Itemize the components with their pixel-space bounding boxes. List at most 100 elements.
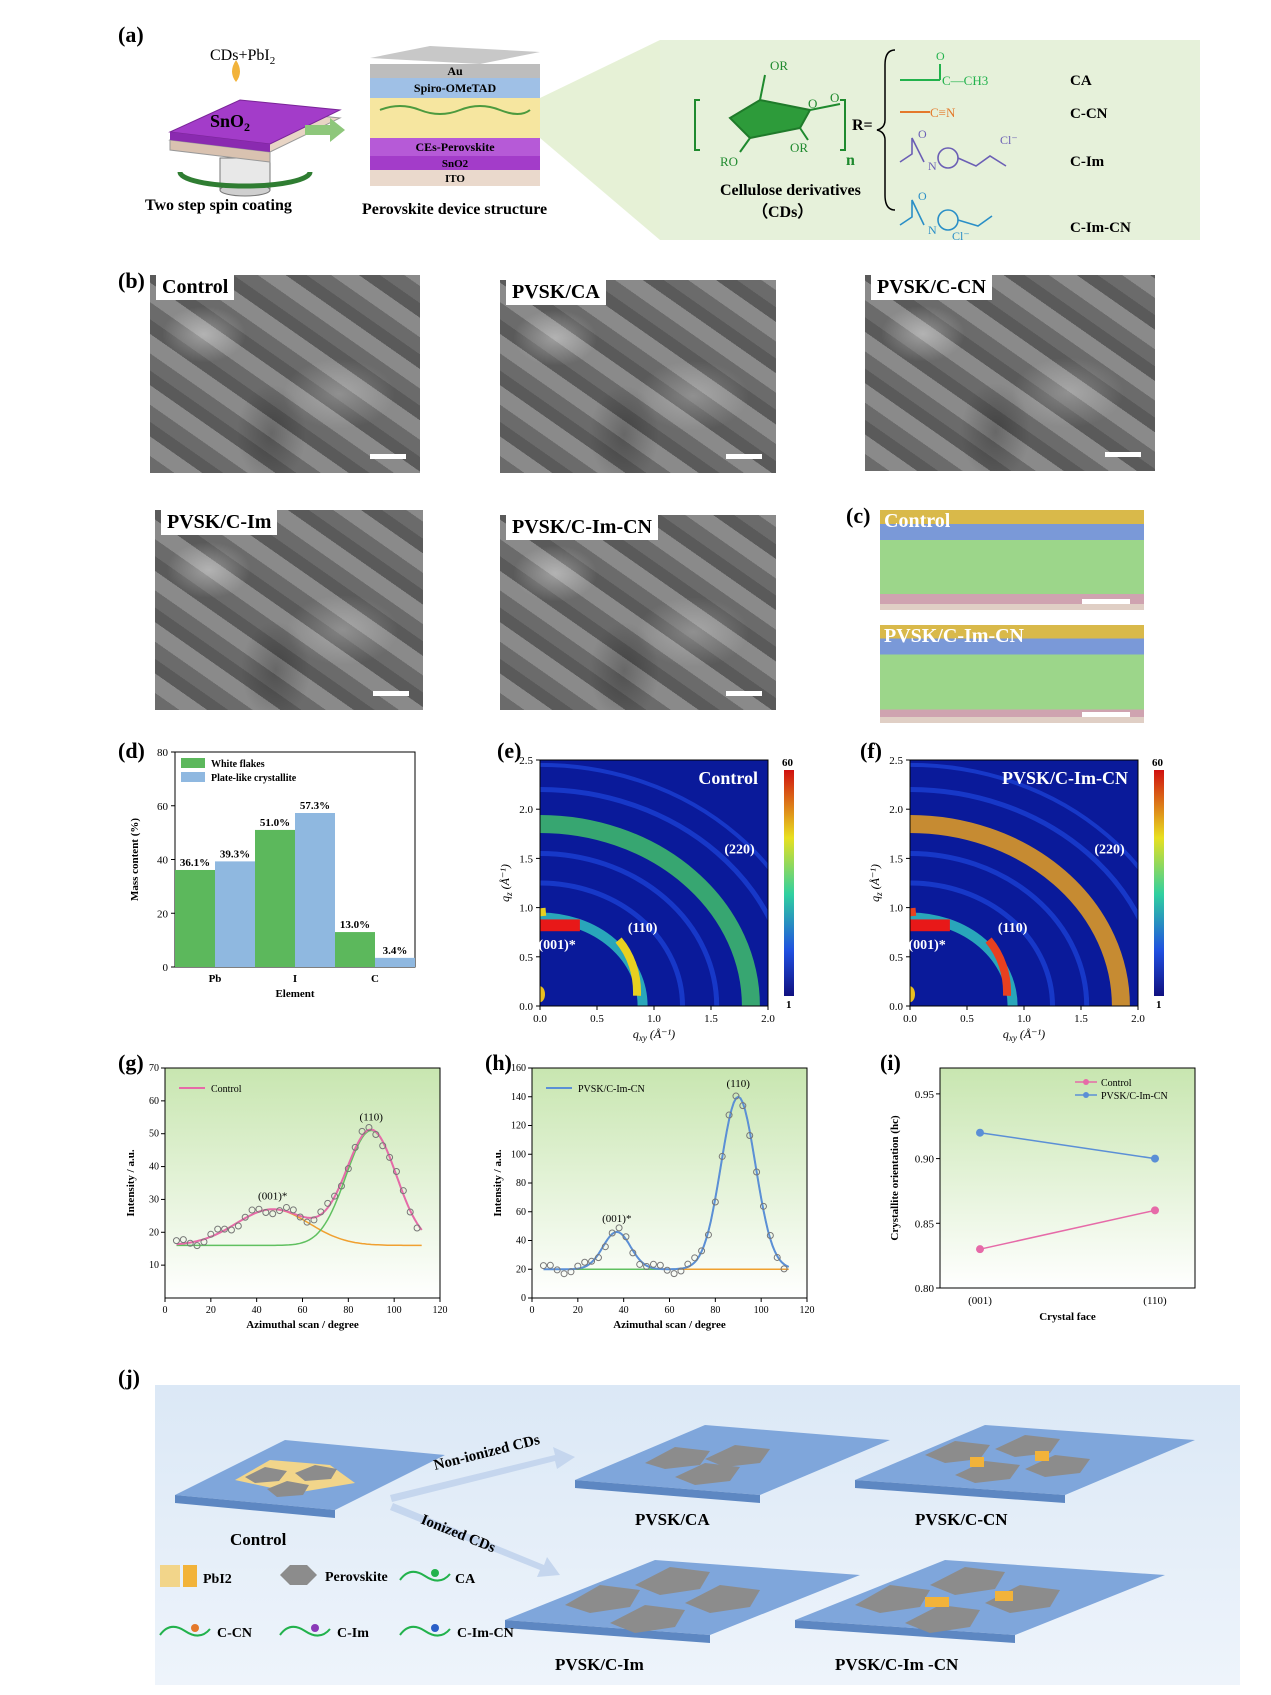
data-point (753, 1168, 761, 1176)
scale-bar (726, 691, 762, 696)
data-point (399, 1187, 407, 1195)
svg-text:Cl⁻: Cl⁻ (952, 229, 970, 243)
green-chain-icon (399, 1570, 451, 1582)
caption-ccn: PVSK/C-CN (915, 1510, 1008, 1529)
peak-label: (110) (727, 1078, 751, 1090)
data-point (365, 1124, 373, 1132)
svg-text:C-Im-CN: C-Im-CN (457, 1626, 514, 1641)
cross-section-cimcn: PVSK/C-Im-CN (880, 625, 1144, 723)
data-point (214, 1225, 222, 1233)
y-tick-label: 60 (149, 1096, 159, 1107)
legend-label: PVSK/C-Im-CN (578, 1084, 645, 1095)
y-axis-label: Mass content (%) (129, 818, 141, 901)
data-point (358, 1127, 366, 1135)
x-tick-label: Pb (209, 973, 222, 985)
giwaxs-cimcn: 0.0 0.5 1.0 1.5 2.0 0.0 0.5 1.0 1.5 2.0 2.5 qxy (Å⁻… (868, 755, 1164, 1043)
data-point (581, 1258, 589, 1266)
y-axis-label: qz (Å⁻¹) (498, 864, 514, 902)
o-ring: O (808, 96, 817, 111)
device-stack (370, 46, 540, 186)
chart-title: PVSK/C-Im-CN (1002, 768, 1128, 788)
fit-total (176, 1128, 423, 1246)
group-cimcn (899, 199, 993, 231)
layer-perovskite: CEs-Perovskite (415, 140, 495, 154)
x-tick-label: C (371, 973, 379, 985)
peak-annotation: (110) (998, 921, 1028, 936)
series-line (979, 1209, 1156, 1250)
data-point (1151, 1206, 1159, 1215)
y-tick-label: 1.5 (519, 853, 533, 865)
data-point (766, 1232, 774, 1240)
sem-image-ccn: PVSK/C-CN (865, 275, 1155, 471)
data-point (406, 1208, 414, 1216)
x-tick-label: 80 (343, 1305, 353, 1316)
or-top: OR (770, 58, 788, 73)
svg-text:C-CN: C-CN (217, 1626, 252, 1641)
legend-label: Control (211, 1084, 242, 1095)
x-tick-label: 1.0 (1017, 1013, 1031, 1025)
panel-a-schematic: CDs+PbI2 SnO2 Two step spin coating Au S… (145, 40, 1200, 243)
data-point (379, 1142, 387, 1150)
detector-background (540, 760, 768, 1006)
y-tick-label: 30 (149, 1194, 159, 1205)
sem-label-control: Control (156, 275, 235, 300)
group-cimcn-name: C-Im-CN (1070, 220, 1131, 236)
x-tick-label: 1.0 (647, 1013, 661, 1025)
data-point (310, 1216, 318, 1224)
data-point (739, 1102, 747, 1110)
data-point (392, 1167, 400, 1175)
data-point (718, 1152, 726, 1160)
beam-spot (910, 986, 915, 1003)
x-axis-label: qxy (Å⁻¹) (1003, 1027, 1045, 1043)
pbi2-flake-icon (160, 1565, 180, 1587)
group-ccn-name: C-CN (1070, 106, 1108, 122)
y-tick-label: 0 (521, 1293, 526, 1304)
caption-cimcn: PVSK/C-Im -CN (835, 1655, 959, 1674)
data-point (588, 1257, 596, 1265)
colorbar-min: 1 (786, 999, 792, 1011)
slab-ccn (855, 1425, 1195, 1503)
y-tick-label: 20 (516, 1264, 526, 1275)
y-tick-label: 1.5 (889, 853, 903, 865)
panel-a-label: (a) (118, 22, 144, 47)
data-point (711, 1198, 719, 1206)
y-tick-label: 0.5 (889, 952, 903, 964)
peak-label: (001)* (602, 1213, 631, 1225)
svg-text:C—CH3: C—CH3 (942, 73, 988, 88)
data-point (255, 1205, 263, 1213)
legend-ccn: C-CN (159, 1624, 252, 1641)
data-point (656, 1261, 664, 1269)
data-point (324, 1199, 332, 1207)
bar-value-label: 39.3% (220, 848, 250, 860)
chemistry-box (660, 40, 1200, 240)
x-axis-label: qxy (Å⁻¹) (633, 1027, 675, 1043)
data-point (344, 1165, 352, 1173)
data-point (567, 1268, 575, 1276)
data-point (560, 1270, 568, 1278)
cross-section-control-label: Control (884, 510, 951, 532)
panel-g-label: (g) (118, 1050, 144, 1075)
bar-value-label: 3.4% (383, 945, 408, 957)
y-tick-label: 2.5 (519, 755, 533, 767)
y-tick-label: 80 (157, 747, 169, 759)
data-point (759, 1202, 767, 1210)
data-point (608, 1229, 616, 1237)
arrow-icon (390, 1447, 575, 1502)
data-point (732, 1092, 740, 1100)
svg-text:O: O (918, 189, 927, 203)
x-tick-label: (110) (1143, 1295, 1167, 1307)
data-point (262, 1208, 270, 1216)
svg-text:Cl⁻: Cl⁻ (1000, 133, 1018, 147)
or-right: OR (790, 140, 808, 155)
data-point (684, 1260, 692, 1268)
colorbar-max: 60 (782, 757, 794, 769)
panel-d-label: (d) (118, 738, 145, 763)
x-tick-label: 2.0 (761, 1013, 775, 1025)
x-tick-label: 0.0 (903, 1013, 917, 1025)
cross-section-cimcn-label: PVSK/C-Im-CN (884, 625, 1024, 647)
y-tick-label: 40 (149, 1162, 159, 1173)
y-tick-label: 20 (149, 1227, 159, 1238)
colorbar (1154, 770, 1164, 996)
data-point (276, 1207, 284, 1215)
y-tick-label: 0.95 (915, 1089, 935, 1101)
